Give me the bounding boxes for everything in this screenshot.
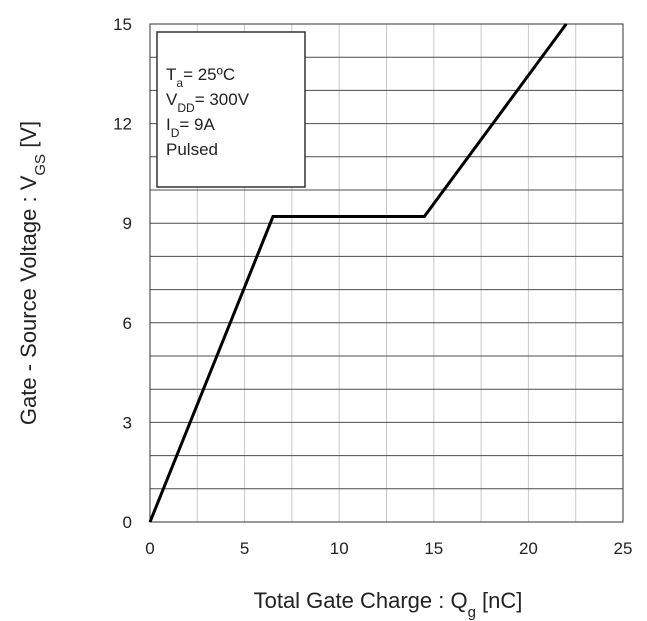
y-tick-label: 9 (123, 214, 132, 233)
gate-charge-line (148, 23, 568, 523)
y-tick-label: 6 (123, 314, 132, 333)
x-tick-label: 20 (519, 539, 538, 558)
condition-ta: Ta= 25ºC (166, 65, 235, 90)
y-axis-title: Gate - Source Voltage : VGS [V] (16, 121, 49, 425)
condition-vdd: VDD= 300V (166, 90, 250, 115)
condition-id: ID= 9A (166, 115, 216, 140)
x-tick-label: 10 (330, 539, 349, 558)
x-tick-label: 25 (614, 539, 633, 558)
y-tick-label: 15 (113, 15, 132, 34)
plot-frame (149, 23, 624, 523)
y-tick-label: 0 (123, 513, 132, 532)
x-tick-label: 0 (145, 539, 154, 558)
condition-pulsed: Pulsed (166, 140, 218, 159)
y-tick-label: 3 (123, 413, 132, 432)
x-axis-title: Total Gate Charge : Qg [nC] (254, 588, 523, 621)
x-tick-label: 15 (424, 539, 443, 558)
major-grid (150, 56, 623, 490)
x-tick-label: 5 (240, 539, 249, 558)
x-tick-labels: 0 5 10 15 20 25 (145, 539, 632, 558)
y-tick-label: 12 (113, 115, 132, 134)
series-group (148, 23, 568, 523)
conditions-box (156, 31, 306, 188)
conditions-legend: Ta= 25ºC VDD= 300V ID= 9A Pulsed (156, 31, 306, 188)
y-tick-labels: 0 3 6 9 12 15 (113, 15, 132, 532)
